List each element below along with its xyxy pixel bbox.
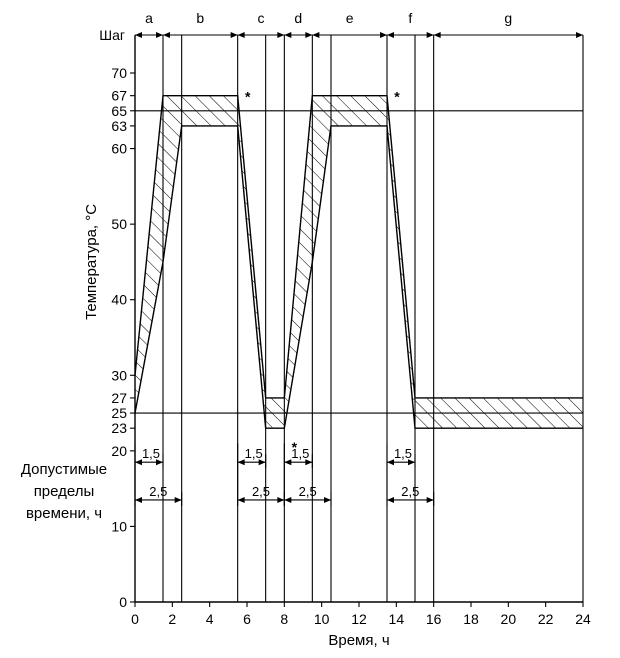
step-label-g: g [504,10,512,26]
step-c-arrow-arrow-right [277,32,285,38]
x-tick-label-24: 24 [575,611,591,627]
time-limit-short-label-0: 1,5 [142,446,160,461]
lower-envelope-line [134,125,583,429]
y-tick-label-0: 0 [119,594,127,610]
step-label-f: f [408,10,412,26]
y-tick-label-67: 67 [111,88,127,104]
y-tick-label-70: 70 [111,65,127,81]
time-limit-short-3-arrow-left [387,459,394,466]
x-tick-label-10: 10 [314,611,330,627]
time-limit-short-2-arrow-left [284,459,292,466]
time-limit-long-label-3: 2,5 [401,484,419,499]
x-axis-label: Время, ч [328,632,389,649]
y-tick-label-65: 65 [111,103,127,119]
step-c-arrow-arrow-left [237,32,245,38]
step-d-arrow-arrow-right [305,32,313,38]
x-tick-label-14: 14 [389,611,405,627]
x-tick-label-6: 6 [243,611,251,627]
y-tick-label-63: 63 [111,118,127,134]
time-limit-short-1-arrow-left [237,459,245,466]
time-limit-long-1-arrow-right [277,496,285,503]
time-limit-long-0-arrow-left [135,496,142,503]
time-limit-long-0-arrow-right [174,496,182,503]
step-a-arrow-arrow-left [135,32,142,38]
time-limits-label-line-0: Допустимые [21,461,107,478]
y-tick-label-20: 20 [111,443,127,459]
time-limit-long-2-arrow-left [284,496,292,503]
time-limit-long-label-2: 2,5 [299,484,317,499]
step-label-a: a [145,10,153,26]
step-f-arrow-arrow-left [387,32,394,38]
step-a-arrow-arrow-right [156,32,163,38]
asterisk-2: * [394,89,400,105]
step-g-arrow-arrow-left [433,32,441,38]
y-axis-label: Температура, °C [83,204,100,320]
step-g-arrow-arrow-right [576,32,583,38]
asterisk-0: * [245,89,251,105]
x-tick-label-2: 2 [168,611,176,627]
y-tick-label-25: 25 [111,405,127,421]
x-tick-label-4: 4 [206,611,214,627]
step-label-e: e [346,10,354,26]
step-f-arrow-arrow-right [426,32,434,38]
x-tick-label-22: 22 [538,611,554,627]
y-tick-label-50: 50 [111,216,127,232]
step-b-arrow-arrow-right [230,32,238,38]
y-tick-label-27: 27 [111,390,127,406]
x-tick-label-12: 12 [351,611,367,627]
y-tick-label-40: 40 [111,292,127,308]
y-tick-label-60: 60 [111,141,127,157]
time-limit-long-label-0: 2,5 [149,484,167,499]
time-limit-long-3-arrow-left [387,496,394,503]
step-d-arrow-arrow-left [284,32,292,38]
step-label-c: c [258,10,265,26]
time-limit-short-2-arrow-right [305,459,313,466]
x-tick-label-16: 16 [426,611,442,627]
x-tick-label-20: 20 [501,611,517,627]
y-tick-label-23: 23 [111,420,127,436]
time-limit-short-label-1: 1,5 [245,446,263,461]
asterisk-1: * [292,439,298,455]
time-limit-short-0-arrow-right [156,459,163,466]
x-tick-label-18: 18 [463,611,479,627]
tolerance-band-fill [135,95,583,429]
time-limit-long-2-arrow-right [324,496,331,503]
time-limit-short-label-3: 1,5 [394,446,412,461]
y-tick-label-30: 30 [111,367,127,383]
time-limit-short-0-arrow-left [135,459,142,466]
time-limits-label-line-1: пределы [34,483,95,500]
step-label-d: d [294,10,302,26]
time-limits-label-line-2: времени, ч [26,505,102,522]
step-label-b: b [196,10,204,26]
time-limit-short-label-2: 1,5 [291,446,309,461]
time-limit-long-3-arrow-right [426,496,434,503]
step-header-label: Шаг [99,27,125,43]
time-limit-short-1-arrow-right [258,459,266,466]
x-tick-label-8: 8 [280,611,288,627]
time-limit-long-label-1: 2,5 [252,484,270,499]
time-limit-long-1-arrow-left [237,496,245,503]
upper-envelope-line [134,94,583,399]
step-b-arrow-arrow-left [163,32,170,38]
step-e-arrow-arrow-right [380,32,387,38]
y-tick-label-10: 10 [111,518,127,534]
time-limit-short-3-arrow-right [408,459,415,466]
step-e-arrow-arrow-left [312,32,320,38]
x-tick-label-0: 0 [131,611,139,627]
